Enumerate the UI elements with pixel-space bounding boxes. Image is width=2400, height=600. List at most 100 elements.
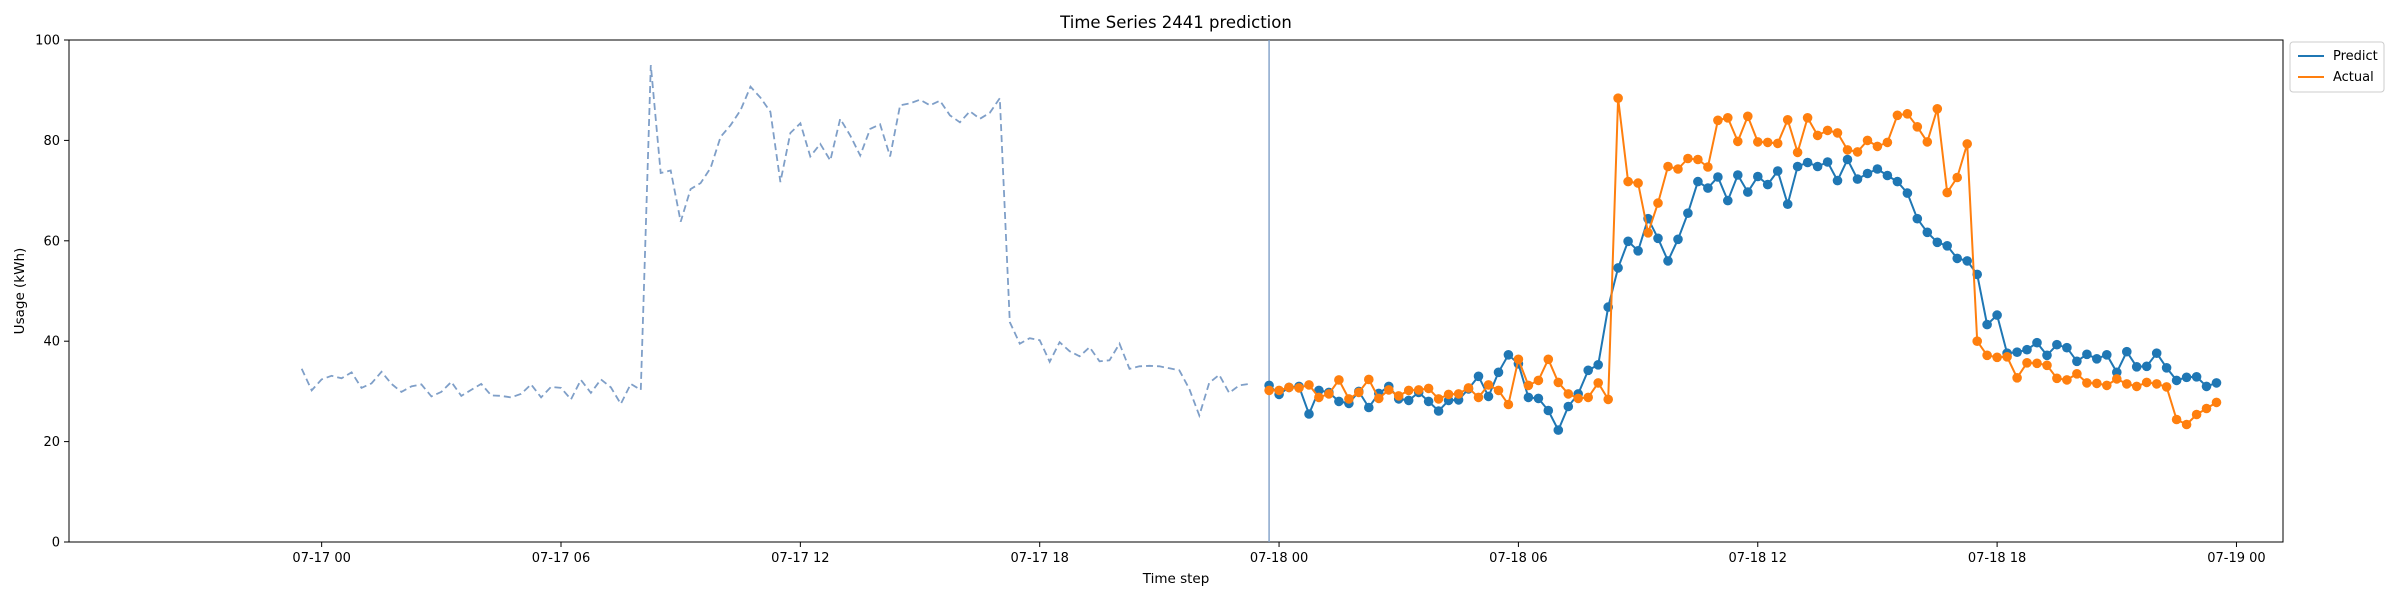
actual-point xyxy=(2072,369,2082,379)
predict-point xyxy=(1743,187,1753,197)
predict-point xyxy=(1623,236,1633,247)
x-tick-label: 07-17 00 xyxy=(292,551,350,566)
actual-point xyxy=(1583,392,1593,403)
predict-point xyxy=(2191,372,2202,382)
actual-point xyxy=(1972,336,1982,347)
predict-point xyxy=(2171,375,2182,386)
predict-point xyxy=(1782,199,1793,209)
predict-point xyxy=(1733,170,1743,180)
actual-point xyxy=(1473,392,1484,403)
actual-point xyxy=(1324,389,1334,399)
y-tick-label: 20 xyxy=(43,435,60,450)
legend-label-actual: Actual xyxy=(2333,70,2374,85)
actual-point xyxy=(1483,380,1494,390)
actual-point xyxy=(1952,172,1962,183)
predict-point xyxy=(1912,213,1923,224)
actual-point xyxy=(1772,138,1783,149)
y-tick-label: 60 xyxy=(43,234,60,249)
predict-point xyxy=(2102,350,2112,360)
legend: Predict Actual xyxy=(2289,41,2385,93)
x-tick-label: 07-18 06 xyxy=(1489,551,1547,566)
predict-point xyxy=(1493,367,1504,378)
actual-point xyxy=(1882,137,1893,148)
predict-point xyxy=(1872,164,1883,174)
x-tick-label: 07-19 00 xyxy=(2207,551,2265,566)
predict-point xyxy=(1822,157,1833,167)
actual-point xyxy=(2032,358,2042,369)
y-tick-label: 40 xyxy=(43,335,60,350)
actual-point xyxy=(1942,187,1952,198)
predict-point xyxy=(1553,425,1564,435)
actual-point xyxy=(2211,397,2222,408)
predict-point xyxy=(2141,361,2152,372)
actual-point xyxy=(1304,380,1314,390)
actual-point xyxy=(2092,378,2102,389)
predict-point xyxy=(1653,233,1663,244)
predict-point xyxy=(2211,378,2222,388)
actual-point xyxy=(1354,387,1364,398)
predict-point xyxy=(1683,208,1693,218)
predict-point xyxy=(2072,356,2082,367)
actual-point xyxy=(1872,141,1883,152)
predict-point xyxy=(2161,363,2172,373)
x-tick-label: 07-17 06 xyxy=(532,551,590,566)
actual-point xyxy=(1762,137,1773,148)
actual-point xyxy=(2112,374,2122,384)
actual-point xyxy=(2022,358,2032,368)
predict-point xyxy=(1892,176,1903,187)
actual-point xyxy=(1693,154,1703,165)
actual-point xyxy=(1284,382,1294,393)
actual-point xyxy=(1274,385,1284,396)
actual-point xyxy=(1862,135,1873,146)
actual-point xyxy=(1733,136,1743,147)
actual-point xyxy=(1294,383,1304,393)
actual-point xyxy=(1573,393,1583,404)
predict-point xyxy=(1982,319,1992,330)
actual-point xyxy=(2181,419,2192,430)
x-axis-title: Time step xyxy=(1142,571,1210,587)
predict-point xyxy=(2131,362,2142,372)
actual-point xyxy=(1633,178,1643,188)
actual-point xyxy=(1932,104,1943,114)
predict-point xyxy=(1703,183,1713,193)
y-tick-label: 100 xyxy=(35,34,60,49)
predict-point xyxy=(1364,402,1374,413)
predict-point xyxy=(2012,347,2022,358)
chart-title: Time Series 2441 prediction xyxy=(1059,13,1292,32)
predict-point xyxy=(2112,367,2122,378)
predict-point xyxy=(1772,166,1783,176)
predict-point xyxy=(2151,348,2162,359)
actual-point xyxy=(1663,161,1673,172)
predict-point xyxy=(2062,342,2072,353)
actual-point xyxy=(2171,414,2182,425)
y-tick-label: 0 xyxy=(52,536,60,551)
x-tick-label: 07-18 12 xyxy=(1729,551,1787,566)
predict-point xyxy=(1842,154,1853,165)
predict-point xyxy=(1792,161,1803,172)
predict-point xyxy=(1922,227,1933,238)
actual-point xyxy=(1892,110,1903,121)
y-axis: 0 20 40 60 80 100 xyxy=(35,34,69,551)
actual-point xyxy=(1713,115,1723,126)
predict-point xyxy=(1663,256,1673,266)
predict-point xyxy=(1433,406,1444,416)
legend-box xyxy=(2289,41,2385,93)
predict-point xyxy=(1713,172,1723,182)
x-axis: 07-17 00 07-17 06 07-17 12 07-17 18 07-18 00… xyxy=(292,542,2266,566)
predict-point xyxy=(1473,371,1484,382)
actual-point xyxy=(1643,228,1653,238)
x-tick-label: 07-18 00 xyxy=(1250,551,1308,566)
predict-point xyxy=(1334,396,1344,407)
actual-point xyxy=(1812,130,1823,141)
actual-point xyxy=(2052,373,2062,384)
actual-point xyxy=(2161,382,2172,392)
y-axis-title: Usage (kWh) xyxy=(12,248,28,335)
actual-point xyxy=(1962,139,1972,149)
predict-point xyxy=(1962,256,1972,266)
actual-point xyxy=(1543,354,1554,365)
actual-point xyxy=(1384,385,1394,395)
predict-point xyxy=(1563,401,1574,412)
predict-point xyxy=(1762,179,1773,190)
predict-point xyxy=(1423,396,1434,407)
y-tick-label: 80 xyxy=(43,134,60,149)
